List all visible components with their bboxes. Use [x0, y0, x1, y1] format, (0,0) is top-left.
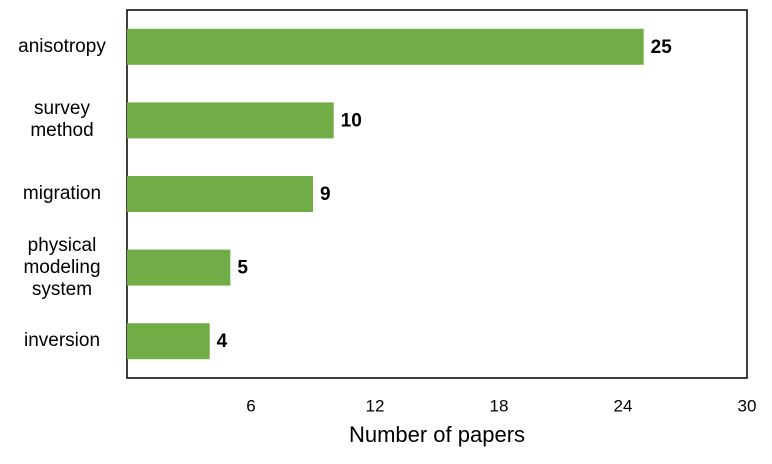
- bar: [127, 28, 644, 65]
- bar: [127, 249, 231, 286]
- x-tick-label: 24: [614, 396, 633, 415]
- y-tick-label: anisotropy: [18, 35, 106, 57]
- x-tick-label: 30: [738, 396, 757, 415]
- x-tick-label: 12: [366, 396, 385, 415]
- value-label: 9: [320, 184, 331, 205]
- x-tick-label: 18: [490, 396, 509, 415]
- value-label: 4: [217, 331, 228, 352]
- y-tick-label: inversion: [23, 330, 101, 352]
- y-tick-label: physical modeling system: [23, 234, 101, 300]
- value-label: 10: [341, 110, 362, 131]
- bar: [127, 102, 334, 139]
- bar: [127, 176, 313, 212]
- y-tick-label: survey method: [30, 98, 94, 142]
- x-axis-label: Number of papers: [349, 422, 525, 447]
- value-label: 5: [237, 258, 248, 279]
- bar: [127, 323, 210, 360]
- y-tick-label: migration: [22, 183, 102, 204]
- value-label: 25: [651, 37, 673, 58]
- x-tick-label: 6: [246, 396, 255, 415]
